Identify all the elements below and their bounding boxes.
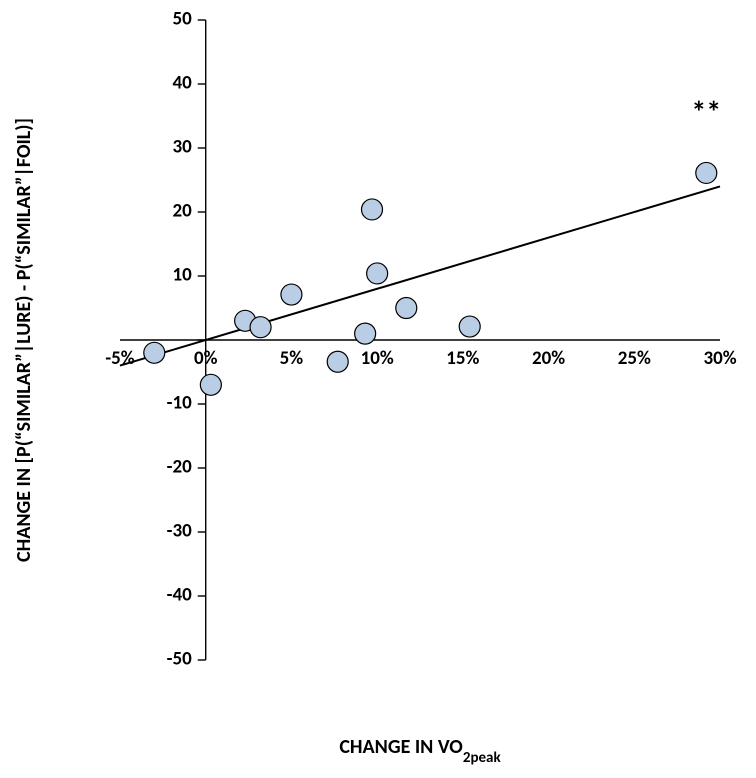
y-tick-label: 40: [172, 72, 192, 95]
data-point: [355, 323, 376, 344]
x-tick-label: 30%: [703, 347, 736, 370]
x-tick-label: -5%: [105, 347, 134, 370]
x-tick-label: 10%: [361, 347, 394, 370]
y-tick-label: 10: [172, 264, 192, 287]
data-point: [396, 298, 417, 319]
x-tick-label: 20%: [532, 347, 565, 370]
x-tick-label: 15%: [446, 347, 479, 370]
y-tick-label: -10: [167, 392, 192, 415]
data-point: [200, 374, 221, 395]
y-tick-label: -20: [167, 456, 192, 479]
y-tick-label: 30: [172, 136, 192, 159]
x-tick-label: 25%: [618, 347, 651, 370]
significance-annotation: **: [691, 94, 721, 131]
data-point: [250, 317, 271, 338]
chart-background: [0, 0, 756, 778]
data-point: [281, 284, 302, 305]
y-tick-label: -50: [167, 648, 192, 671]
y-tick-label: 20: [172, 200, 192, 223]
y-axis-label: CHANGE IN [P(“SIMILAR”|LURE) - P(“SIMILA…: [12, 118, 36, 562]
data-point: [144, 342, 165, 363]
y-tick-label: 50: [172, 8, 192, 31]
data-point: [696, 162, 717, 183]
data-point: [367, 263, 388, 284]
scatter-chart: -50 -40 -30 -20 -10 10 20 30 40 50 -5% 0% 5% 10% 15% 20…: [0, 0, 756, 778]
data-point: [459, 316, 480, 337]
chart-svg: -50 -40 -30 -20 -10 10 20 30 40 50 -5% 0% 5% 10% 15% 20…: [0, 0, 756, 778]
data-point: [327, 351, 348, 372]
y-tick-label: -40: [167, 584, 192, 607]
x-tick-label: 5%: [280, 347, 304, 370]
data-point: [362, 199, 383, 220]
y-tick-label: -30: [167, 520, 192, 543]
x-tick-label: 0%: [194, 347, 218, 370]
